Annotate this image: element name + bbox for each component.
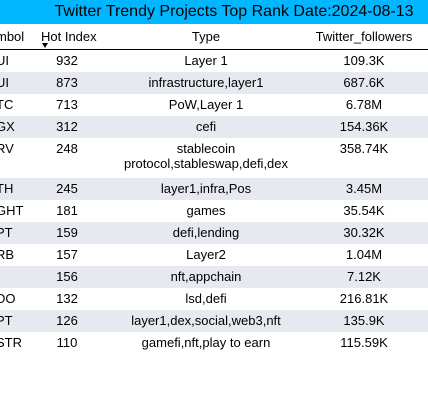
cell-type: infrastructure,layer1 xyxy=(98,75,314,90)
cell-type: layer1,infra,Pos xyxy=(98,181,314,196)
table-body: UI 932 Layer 1 109.3K UI 873 infrastructure,la… xyxy=(0,50,428,354)
cell-followers: 109.3K xyxy=(343,53,385,68)
cell-followers: 216.81K xyxy=(339,291,389,306)
table-row[interactable]: PT 159 defi,lending 30.32K xyxy=(0,222,428,244)
cell-type: Layer 1 xyxy=(98,53,314,68)
cell-type-line1: Layer 1 xyxy=(184,53,228,68)
cell-followers: 154.36K xyxy=(339,119,389,134)
sort-descending-icon[interactable] xyxy=(42,43,48,48)
cell-symbol: UI xyxy=(0,53,9,68)
cell-type-line1: nft,appchain xyxy=(170,269,242,284)
cell-type: cefi xyxy=(98,119,314,134)
cell-type: gamefi,nft,play to earn xyxy=(98,335,314,350)
column-header-symbol[interactable]: mbol xyxy=(0,29,25,44)
cell-followers: 687.6K xyxy=(343,75,385,90)
cell-type-line1: defi,lending xyxy=(172,225,240,240)
column-header-hot-index[interactable]: Hot Index xyxy=(41,29,97,44)
cell-followers: 358.74K xyxy=(339,141,389,156)
table-header: mbol Hot Index Type Twitter_followers xyxy=(0,24,428,50)
column-header-followers[interactable]: Twitter_followers xyxy=(315,29,413,44)
cell-type-line1: lsd,defi xyxy=(185,291,227,306)
page-title: Twitter Trendy Projects Top Rank Date:20… xyxy=(54,3,414,20)
cell-type: Layer2 xyxy=(98,247,314,262)
cell-hot-index: 248 xyxy=(56,141,78,156)
cell-followers: 6.78M xyxy=(345,97,383,112)
cell-symbol: TH xyxy=(0,181,14,196)
table-row[interactable]: TC 713 PoW,Layer 1 6.78M xyxy=(0,94,428,116)
table-row[interactable]: 156 nft,appchain 7.12K xyxy=(0,266,428,288)
cell-hot-index: 110 xyxy=(56,335,78,350)
table-row[interactable]: DO 132 lsd,defi 216.81K xyxy=(0,288,428,310)
cell-hot-index: 713 xyxy=(56,97,78,112)
cell-type-line1: layer1,infra,Pos xyxy=(160,181,252,196)
cell-type-line1: gamefi,nft,play to earn xyxy=(141,335,271,350)
cell-type: lsd,defi xyxy=(98,291,314,306)
cell-type: PoW,Layer 1 xyxy=(98,97,314,112)
cell-hot-index: 312 xyxy=(56,119,78,134)
cell-symbol: RB xyxy=(0,247,15,262)
cell-symbol: PT xyxy=(0,225,13,240)
cell-type-line1: PoW,Layer 1 xyxy=(168,97,244,112)
cell-symbol: PT xyxy=(0,313,13,328)
cell-symbol: GHT xyxy=(0,203,24,218)
cell-type: games xyxy=(98,203,314,218)
table-row[interactable]: UI 873 infrastructure,layer1 687.6K xyxy=(0,72,428,94)
cell-type-line1: Layer2 xyxy=(186,247,226,262)
cell-type: defi,lending xyxy=(98,225,314,240)
cell-type-line1: stablecoin xyxy=(176,141,236,156)
cell-symbol: UI xyxy=(0,75,9,90)
cell-hot-index: 181 xyxy=(56,203,78,218)
table-row[interactable]: TH 245 layer1,infra,Pos 3.45M xyxy=(0,178,428,200)
cell-followers: 115.59K xyxy=(340,335,388,350)
table-row[interactable]: STR 110 gamefi,nft,play to earn 115.59K xyxy=(0,332,428,354)
cell-followers: 30.32K xyxy=(343,225,385,240)
cell-symbol: GX xyxy=(0,119,15,134)
cell-type-line1: layer1,dex,social,web3,nft xyxy=(131,313,281,328)
table-row[interactable]: PT 126 layer1,dex,social,web3,nft 135.9K xyxy=(0,310,428,332)
cell-type-line1: cefi xyxy=(195,119,217,134)
cell-followers: 7.12K xyxy=(347,269,381,284)
title-bar: Twitter Trendy Projects Top Rank Date:20… xyxy=(0,0,428,24)
cell-hot-index: 156 xyxy=(56,269,78,284)
cell-followers: 135.9K xyxy=(343,313,385,328)
cell-type: nft,appchain xyxy=(98,269,314,284)
table-row[interactable]: RV 248 stablecoin protocol,stableswap,defi,… xyxy=(0,138,428,178)
table-row[interactable]: GHT 181 games 35.54K xyxy=(0,200,428,222)
cell-symbol: RV xyxy=(0,141,14,156)
cell-type-line2: protocol,stableswap,defi,dex xyxy=(123,156,289,171)
column-header-type[interactable]: Type xyxy=(191,29,221,44)
cell-type: stablecoin protocol,stableswap,defi,dex xyxy=(98,141,314,171)
cell-hot-index: 126 xyxy=(56,313,78,328)
cell-symbol: DO xyxy=(0,291,16,306)
cell-type: layer1,dex,social,web3,nft xyxy=(98,313,314,328)
cell-symbol: TC xyxy=(0,97,14,112)
cell-type-line1: infrastructure,layer1 xyxy=(148,75,264,90)
cell-hot-index: 245 xyxy=(56,181,78,196)
cell-hot-index: 159 xyxy=(56,225,78,240)
cell-hot-index: 873 xyxy=(56,75,78,90)
cell-followers: 1.04M xyxy=(345,247,383,262)
table-row[interactable]: GX 312 cefi 154.36K xyxy=(0,116,428,138)
cell-type-line1: games xyxy=(186,203,226,218)
cell-hot-index: 932 xyxy=(56,53,78,68)
cell-symbol: STR xyxy=(0,335,22,350)
cell-hot-index: 157 xyxy=(56,247,78,262)
cell-followers: 3.45M xyxy=(345,181,383,196)
cell-followers: 35.54K xyxy=(343,203,385,218)
cell-hot-index: 132 xyxy=(56,291,78,306)
table-row[interactable]: UI 932 Layer 1 109.3K xyxy=(0,50,428,72)
table-row[interactable]: RB 157 Layer2 1.04M xyxy=(0,244,428,266)
